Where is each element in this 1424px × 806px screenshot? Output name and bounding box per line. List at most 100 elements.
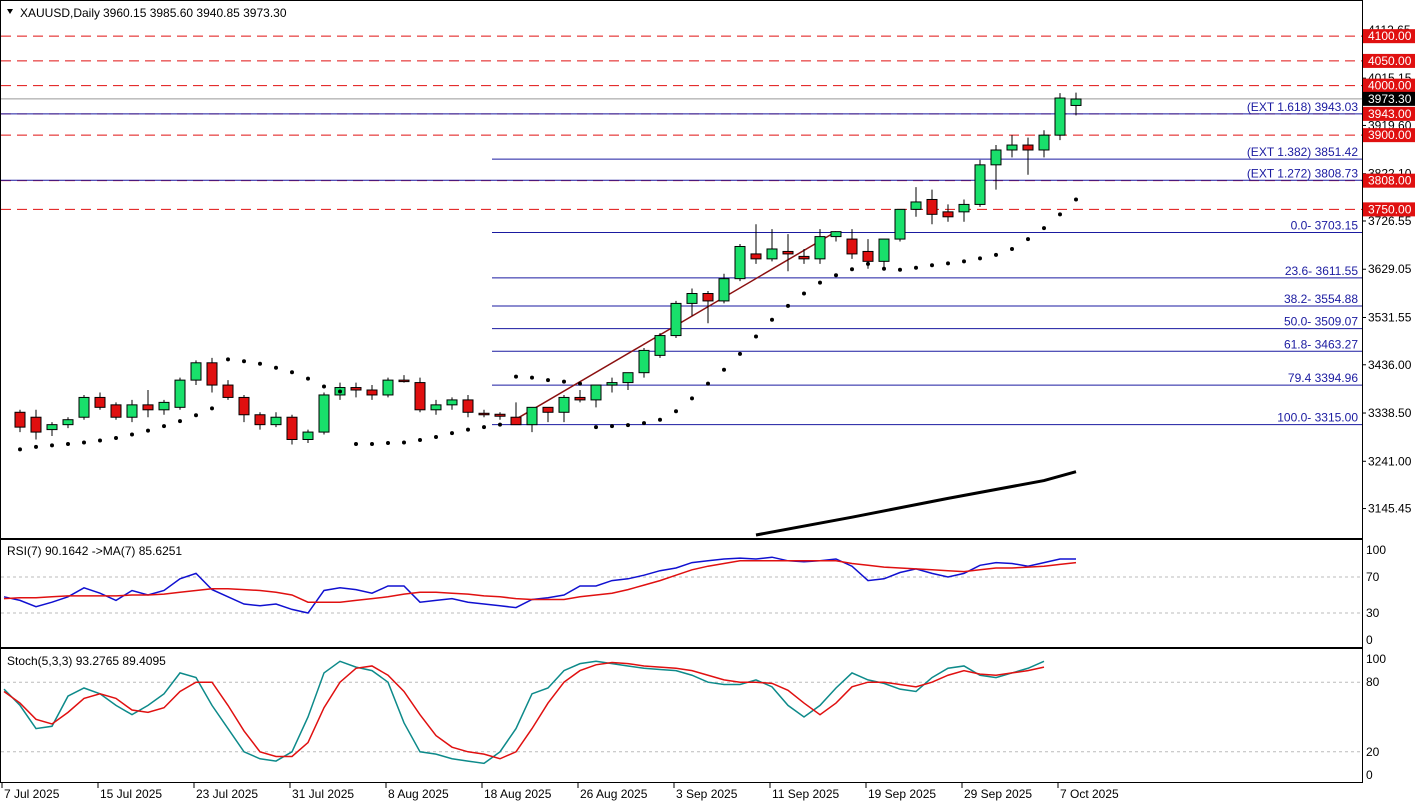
sar-dot bbox=[466, 427, 470, 432]
candle-body bbox=[910, 201, 922, 210]
date-tick-label: 15 Jul 2025 bbox=[100, 787, 162, 801]
sar-dot bbox=[162, 424, 166, 429]
price-tick-label: 3145.45 bbox=[1368, 502, 1412, 516]
ohlc-values: 3960.15 3985.60 3940.85 3973.30 bbox=[103, 6, 287, 20]
candle-body bbox=[670, 302, 682, 337]
sar-dot bbox=[946, 261, 950, 266]
rsi-label: RSI(7) 90.1642 ->MA(7) 85.6251 bbox=[7, 544, 182, 558]
candle-body bbox=[494, 413, 506, 417]
candle-body bbox=[766, 248, 778, 260]
level-price-box bbox=[1363, 78, 1415, 93]
sar-dot bbox=[690, 396, 694, 401]
candle-body bbox=[478, 412, 490, 416]
candle-body bbox=[142, 404, 154, 411]
candle-body bbox=[686, 293, 698, 304]
price-axis: 4112.654015.153919.603822.103726.553629.… bbox=[1362, 23, 1415, 516]
moving-average bbox=[755, 470, 1077, 537]
rsi-pane-frame bbox=[0, 539, 1363, 648]
sar-dot bbox=[866, 261, 870, 266]
date-tick-label: 3 Sep 2025 bbox=[676, 787, 738, 801]
candle-body bbox=[622, 372, 634, 384]
sar-dot bbox=[882, 266, 886, 271]
sar-dot bbox=[274, 365, 278, 370]
sar-dot bbox=[658, 417, 662, 422]
candles bbox=[14, 92, 1082, 445]
sar-dot bbox=[66, 441, 70, 446]
parabolic-sar bbox=[18, 197, 1078, 452]
sar-dot bbox=[178, 419, 182, 424]
sar-dot bbox=[834, 273, 838, 278]
sar-dot bbox=[258, 361, 262, 366]
date-tick-label: 29 Sep 2025 bbox=[964, 787, 1032, 801]
candle-body bbox=[46, 424, 58, 431]
sar-dot bbox=[978, 256, 982, 261]
sar-dot bbox=[722, 367, 726, 372]
collapse-triangle-icon[interactable] bbox=[7, 9, 13, 14]
candle-body bbox=[574, 396, 586, 401]
fibo-label: (EXT 1.618) 3943.03 bbox=[1247, 100, 1359, 114]
level-price-box bbox=[1363, 106, 1415, 121]
price-tick-label: 3531.55 bbox=[1368, 310, 1412, 324]
candle-body bbox=[1054, 97, 1066, 136]
stoch_signal-line bbox=[3, 661, 1045, 760]
candle-body bbox=[526, 406, 538, 426]
rsi-line bbox=[3, 556, 1076, 614]
candle-body bbox=[734, 245, 746, 280]
level-price-label: 4000.00 bbox=[1368, 79, 1412, 93]
candle-body bbox=[318, 394, 330, 433]
candle-body bbox=[830, 231, 842, 238]
sar-dot bbox=[610, 424, 614, 429]
candle-body bbox=[94, 396, 106, 408]
candle-body bbox=[446, 399, 458, 406]
level-price-box bbox=[1363, 128, 1415, 143]
fibo-label: (EXT 1.272) 3808.73 bbox=[1247, 166, 1359, 180]
ma-polyline bbox=[755, 470, 1077, 537]
candle-body bbox=[862, 250, 874, 262]
sar-dot bbox=[338, 389, 342, 394]
sar-dot bbox=[626, 423, 630, 428]
sar-dot bbox=[1074, 197, 1078, 202]
sar-dot bbox=[1058, 212, 1062, 217]
sar-dot bbox=[562, 379, 566, 384]
sar-dot bbox=[210, 406, 214, 411]
candle-body bbox=[462, 399, 474, 413]
sar-dot bbox=[1010, 246, 1014, 251]
sar-dot bbox=[674, 409, 678, 414]
candle-body bbox=[238, 396, 250, 416]
level-price-box bbox=[1363, 202, 1415, 217]
sar-dot bbox=[706, 381, 710, 386]
sar-dot bbox=[898, 267, 902, 272]
rsi-tick-label: 70 bbox=[1366, 570, 1380, 584]
candle-body bbox=[270, 416, 282, 426]
candle-body bbox=[222, 384, 234, 398]
candle-body bbox=[638, 349, 650, 374]
stoch_main-line bbox=[3, 660, 1045, 765]
sar-dot bbox=[594, 425, 598, 430]
candle-body bbox=[606, 382, 618, 386]
sar-dot bbox=[738, 351, 742, 356]
sar-dot bbox=[322, 384, 326, 389]
sar-dot bbox=[50, 443, 54, 448]
candle-body bbox=[926, 198, 938, 215]
price-tick-label: 3436.00 bbox=[1368, 358, 1412, 372]
rsi-tick-label: 100 bbox=[1366, 543, 1386, 557]
date-tick-label: 8 Aug 2025 bbox=[388, 787, 449, 801]
candle-body bbox=[990, 149, 1002, 166]
sar-dot bbox=[34, 444, 38, 449]
sar-dot bbox=[754, 334, 758, 339]
candle-body bbox=[1038, 134, 1050, 151]
current-price-box bbox=[1363, 91, 1415, 106]
candle-body bbox=[174, 379, 186, 408]
stochastic-indicator: 100 80 20 0 bbox=[1, 652, 1386, 782]
candle-body bbox=[286, 416, 298, 440]
level-price-box bbox=[1363, 29, 1415, 44]
sar-dot bbox=[290, 370, 294, 375]
sar-dot bbox=[546, 378, 550, 383]
sar-dot bbox=[818, 280, 822, 285]
sar-dot bbox=[770, 317, 774, 322]
sar-dot bbox=[1042, 226, 1046, 231]
candle-body bbox=[1070, 98, 1082, 106]
level-price-label: 3750.00 bbox=[1368, 202, 1412, 216]
candle-body bbox=[510, 416, 522, 426]
